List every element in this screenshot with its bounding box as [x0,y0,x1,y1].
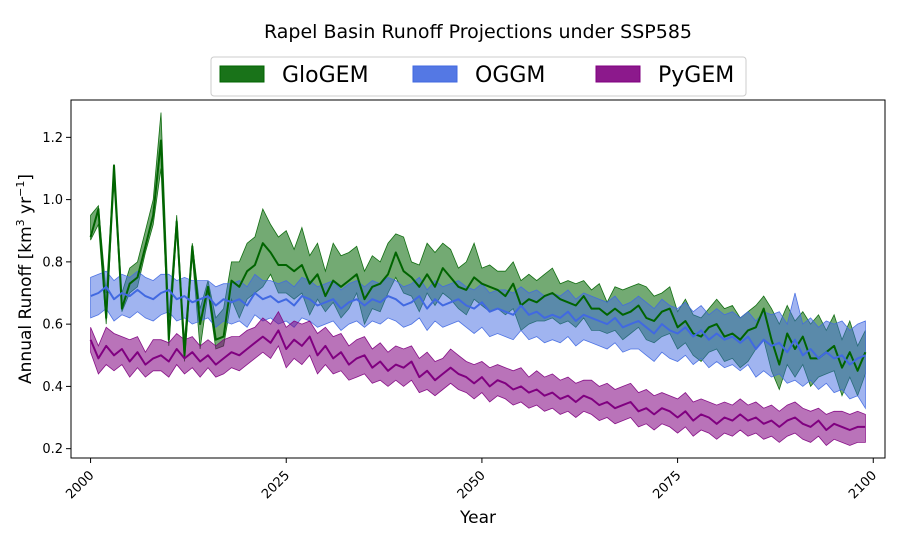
x-axis-label: Year [459,508,496,528]
glogem-mean-line [89,139,867,372]
y-tick-label: 0.8 [42,255,63,270]
legend-label-glogem: GloGEM [282,63,369,88]
x-tick-label: 2050 [455,468,489,502]
oggm-mean-line [90,285,866,366]
legend-swatch-pygem [595,65,641,83]
y-axis: 0.2 0.4 0.6 0.8 1.0 1.2 [42,131,71,457]
x-tick-label: 2075 [650,468,684,502]
y-axis-label-exp2: −1 [14,181,27,197]
y-axis-label-exp1: 3 [14,219,27,226]
series-layer [89,112,867,447]
y-axis-label-mid: yr [16,197,36,219]
y-axis-label-base: Annual Runoff [km [16,226,36,384]
plot-frame [70,99,886,459]
x-axis: 2000 2025 2050 2075 2100 [63,458,880,502]
x-tick-label: 2000 [63,468,97,502]
y-tick-label: 1.2 [42,131,63,146]
legend: GloGEM OGGM PyGEM [210,56,747,97]
legend-label-oggm: OGGM [475,63,545,88]
legend-swatch-oggm [412,65,458,83]
y-tick-label: 0.6 [42,318,63,333]
y-tick-label: 1.0 [42,193,63,208]
x-tick-label: 2100 [846,468,880,502]
y-axis-label-end: ] [16,174,36,181]
x-tick-label: 2025 [259,468,293,502]
y-tick-label: 0.4 [42,380,63,395]
chart-title: Rapel Basin Runoff Projections under SSP… [264,21,692,43]
y-axis-label: Annual Runoff [km3 yr−1] [14,174,36,384]
y-tick-label: 0.2 [42,442,63,457]
legend-label-pygem: PyGEM [658,63,734,88]
pygem-mean-line [89,329,866,431]
legend-swatch-glogem [219,65,265,83]
oggm-range-band [90,270,866,410]
